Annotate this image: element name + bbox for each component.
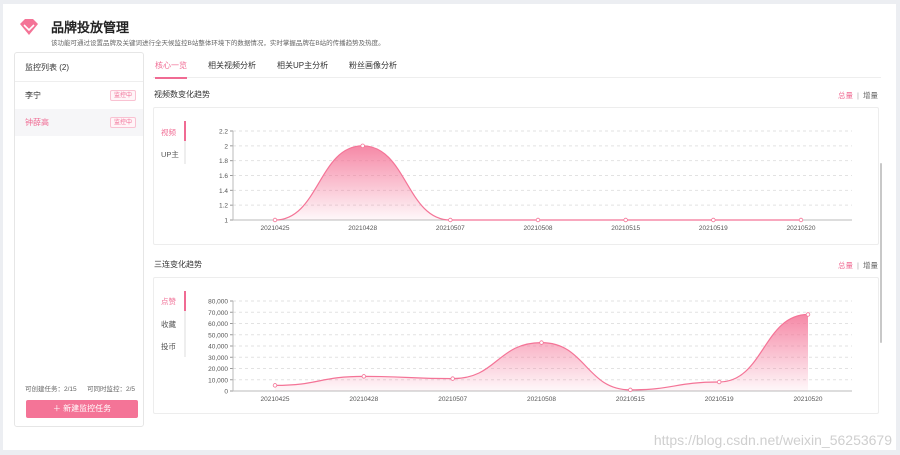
data-point — [539, 340, 544, 345]
metric-indicator — [184, 121, 186, 141]
monitor-item-lining[interactable]: 李宁 监控中 — [15, 82, 143, 109]
increment-toggle[interactable]: 增量 — [862, 261, 878, 270]
total-toggle[interactable]: 总量 — [838, 91, 853, 100]
y-tick-label: 30,000 — [208, 355, 228, 362]
tab-bar: 核心一览 相关视频分析 相关UP主分析 粉丝画像分析 — [153, 52, 881, 79]
x-tick-label: 20210519 — [705, 396, 734, 403]
triple-trend-panel: 点赞 收藏 投币 0 10,000 20,000 30,000 40,000 50,000… — [153, 277, 879, 414]
data-point — [623, 217, 628, 223]
monitor-list-header: 监控列表 (2) — [15, 53, 143, 82]
metric-uploader[interactable]: UP主 — [161, 150, 179, 159]
monitor-list-title: 监控列表 — [25, 63, 57, 72]
brand-diamond-icon — [20, 19, 38, 35]
x-tick-label: 20210425 — [261, 396, 290, 403]
increment-toggle[interactable]: 增量 — [862, 91, 878, 100]
y-tick-label: 60,000 — [208, 321, 228, 328]
x-tick-label: 20210520 — [787, 225, 816, 232]
monitor-item-zhongxuegao[interactable]: 钟薛高 监控中 — [15, 109, 143, 136]
monitor-item-name: 钟薛高 — [25, 118, 49, 127]
new-task-label: 新建监控任务 — [63, 404, 112, 413]
x-tick-label: 20210515 — [616, 396, 645, 403]
y-tick-label: 50,000 — [208, 332, 228, 339]
data-point — [798, 217, 804, 223]
toggle-separator: | — [857, 91, 859, 100]
x-tick-label: 20210507 — [436, 225, 465, 232]
watermark: https://blog.csdn.net/weixin_56253679 — [653, 432, 892, 448]
x-tick-label: 20210519 — [699, 225, 728, 232]
y-tick-label: 2 — [224, 143, 228, 150]
metric-video[interactable]: 视频 — [161, 128, 176, 137]
video-trend-title: 视频数变化趋势 — [154, 90, 210, 99]
x-tick-label: 20210428 — [348, 225, 377, 232]
y-tick-label: 80,000 — [208, 299, 228, 306]
monitor-list-sidebar: 监控列表 (2) 李宁 监控中 钟薛高 监控中 可创建任务：2/15 可同时监控：2… — [14, 52, 144, 427]
metric-track — [184, 291, 186, 357]
data-point — [450, 376, 455, 381]
data-point — [805, 312, 811, 317]
data-point — [448, 217, 453, 223]
video-trend-toggle: 总量 | 增量 — [838, 90, 878, 101]
metric-indicator — [184, 291, 186, 311]
x-tick-label: 20210507 — [438, 396, 467, 403]
total-toggle[interactable]: 总量 — [838, 261, 853, 270]
data-point — [535, 217, 541, 223]
y-tick-label: 1 — [224, 218, 228, 225]
monitor-item-name: 李宁 — [25, 91, 41, 100]
y-tick-label: 1.4 — [219, 188, 228, 195]
y-tick-label: 10,000 — [208, 377, 228, 384]
tab-fan-profile[interactable]: 粉丝画像分析 — [349, 61, 397, 70]
new-task-button[interactable]: ＋ 新建监控任务 — [26, 400, 138, 418]
toggle-separator: | — [857, 261, 859, 270]
tab-core-overview[interactable]: 核心一览 — [155, 60, 187, 79]
metric-likes[interactable]: 点赞 — [161, 297, 176, 306]
data-point — [716, 379, 722, 385]
plus-icon: ＋ — [52, 404, 64, 413]
quota-created: 可创建任务：2/15 — [25, 386, 77, 393]
video-trend-panel: 视频 UP主 1 1.2 1.4 1.6 1.8 2 2.2 20210425 20210428… — [153, 107, 879, 245]
y-tick-label: 40,000 — [208, 344, 228, 351]
metric-track — [184, 121, 186, 164]
y-tick-label: 70,000 — [208, 310, 228, 317]
data-point — [272, 383, 278, 388]
video-count-chart: 1 1.2 1.4 1.6 1.8 2 2.2 20210425 20210428 2021050… — [219, 129, 852, 232]
tab-uploader-analysis[interactable]: 相关UP主分析 — [277, 61, 329, 70]
triple-trend-title: 三连变化趋势 — [154, 260, 202, 269]
data-point — [361, 374, 367, 379]
triple-chart: 0 10,000 20,000 30,000 40,000 50,000 60,000 70,… — [208, 299, 852, 403]
scrollbar[interactable] — [880, 163, 882, 343]
x-tick-label: 20210520 — [794, 396, 823, 403]
series-area — [275, 145, 801, 220]
status-badge: 监控中 — [109, 90, 136, 101]
series-area — [275, 314, 808, 391]
monitor-list-count: (2) — [59, 63, 70, 72]
x-tick-label: 20210428 — [349, 396, 378, 403]
y-tick-label: 1.8 — [219, 158, 228, 165]
metric-favorites[interactable]: 收藏 — [161, 320, 176, 329]
data-point — [360, 143, 365, 149]
x-tick-label: 20210508 — [527, 396, 556, 403]
y-tick-label: 20,000 — [208, 366, 228, 373]
x-tick-label: 20210515 — [611, 225, 640, 232]
data-point — [711, 217, 716, 223]
triple-trend-toggle: 总量 | 增量 — [838, 260, 878, 271]
x-tick-label: 20210508 — [524, 225, 553, 232]
page-title: 品牌投放管理 — [51, 20, 130, 35]
metric-coins[interactable]: 投币 — [161, 342, 176, 351]
y-tick-label: 2.2 — [219, 129, 228, 136]
quota-sync: 可同时监控：2/5 — [87, 386, 136, 393]
page-description: 该功能可通过设置品牌及关键词进行全天候监控B站整体环境下的数据情况，实时掌握品牌… — [51, 40, 385, 47]
tab-video-analysis[interactable]: 相关视频分析 — [208, 61, 256, 70]
data-point — [272, 217, 278, 223]
x-tick-label: 20210425 — [261, 225, 290, 232]
y-tick-label: 1.6 — [219, 173, 228, 180]
y-tick-label: 1.2 — [219, 203, 228, 210]
y-tick-label: 0 — [224, 389, 228, 396]
status-badge: 监控中 — [109, 117, 136, 128]
data-point — [628, 387, 633, 393]
